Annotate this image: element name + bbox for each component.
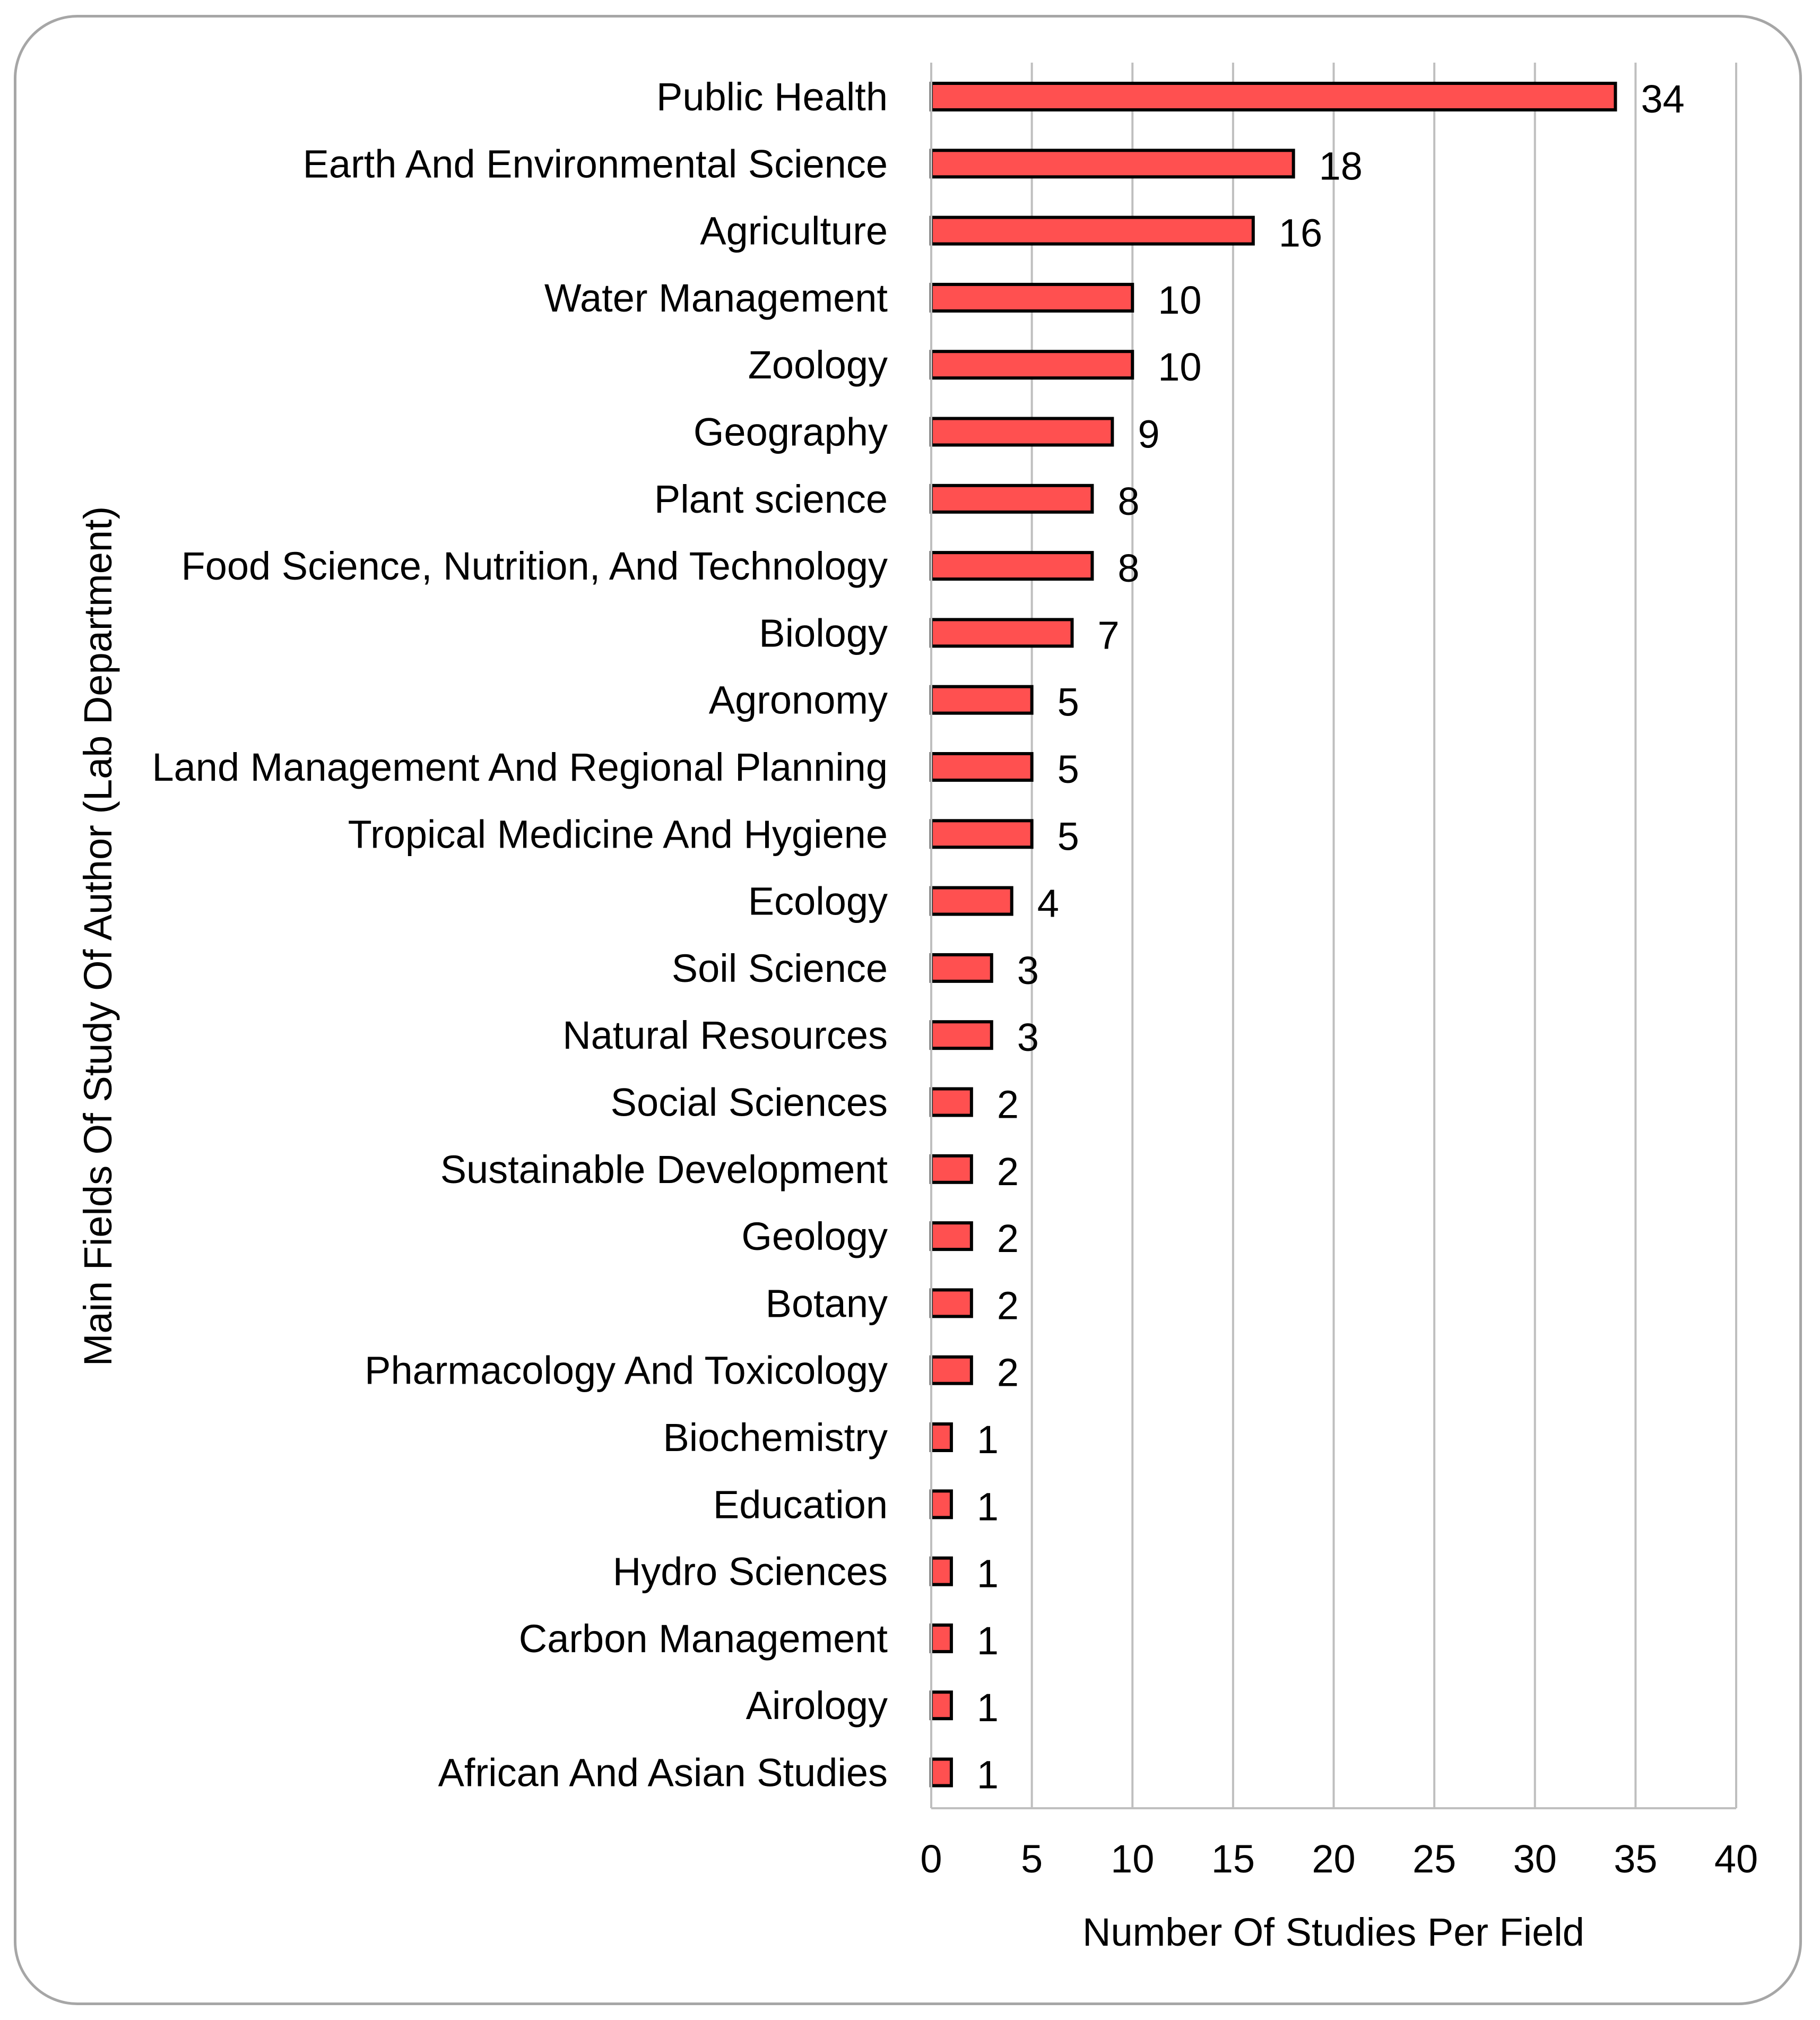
category-label: Land Management And Regional Planning — [152, 745, 888, 789]
bar — [930, 1623, 953, 1653]
category-label: Geology — [741, 1214, 888, 1258]
x-tick-label: 0 — [920, 1837, 942, 1881]
data-label: 1 — [977, 1753, 999, 1797]
category-label: Plant science — [654, 477, 888, 521]
bar — [930, 819, 1034, 849]
bar — [930, 953, 993, 983]
bar — [930, 551, 1094, 581]
data-label: 1 — [977, 1686, 999, 1730]
x-axis-title: Number Of Studies Per Field — [1082, 1910, 1584, 1954]
bar — [930, 1020, 993, 1050]
category-label: Geography — [694, 410, 888, 454]
category-label: Biology — [759, 611, 888, 655]
bar — [930, 1221, 973, 1251]
category-label: Food Science, Nutrition, And Technology — [181, 544, 888, 588]
bar — [930, 618, 1074, 648]
bar — [930, 215, 1255, 246]
bars — [930, 82, 1617, 1788]
data-label: 1 — [977, 1484, 999, 1529]
bar — [930, 82, 1617, 111]
data-label: 2 — [997, 1083, 1019, 1127]
bar — [930, 484, 1094, 514]
bar — [930, 350, 1134, 380]
data-label: 2 — [997, 1283, 1019, 1327]
bar — [930, 1087, 973, 1117]
data-label: 5 — [1058, 680, 1079, 724]
data-label: 10 — [1158, 278, 1201, 322]
data-label: 8 — [1117, 479, 1139, 523]
category-label: Soil Science — [672, 946, 888, 990]
data-label: 2 — [997, 1351, 1019, 1395]
gridlines — [1030, 63, 1737, 1808]
category-label: Education — [713, 1482, 888, 1526]
category-label: Water Management — [544, 276, 888, 320]
bar — [930, 1355, 973, 1385]
category-label: Public Health — [656, 75, 888, 119]
category-label: Ecology — [748, 879, 888, 923]
data-label: 18 — [1319, 144, 1363, 188]
category-label: Agriculture — [700, 209, 888, 253]
chart-frame — [14, 15, 1802, 2005]
x-tick-label: 15 — [1211, 1837, 1255, 1881]
bar — [930, 149, 1295, 179]
bar — [930, 1489, 953, 1520]
bar — [930, 1690, 953, 1721]
x-tick-label: 40 — [1714, 1837, 1758, 1881]
data-label: 3 — [1017, 1015, 1039, 1059]
x-tick-label: 10 — [1111, 1837, 1154, 1881]
bar — [930, 1288, 973, 1318]
data-label: 8 — [1117, 546, 1139, 590]
data-label: 9 — [1138, 412, 1159, 456]
category-label: Biochemistry — [663, 1415, 888, 1460]
x-tick-label: 35 — [1614, 1837, 1657, 1881]
x-tick-label: 30 — [1513, 1837, 1557, 1881]
data-label: 5 — [1058, 814, 1079, 858]
category-label: Airology — [746, 1684, 888, 1728]
category-label: Agronomy — [709, 678, 888, 722]
data-label: 3 — [1017, 948, 1039, 992]
bar — [930, 752, 1034, 782]
data-label: 1 — [977, 1418, 999, 1462]
bar — [930, 282, 1134, 313]
category-label: Sustainable Development — [440, 1147, 888, 1192]
data-label: 16 — [1279, 211, 1322, 255]
category-label: Natural Resources — [562, 1013, 888, 1057]
axes — [930, 63, 1736, 1809]
category-label: Botany — [766, 1281, 888, 1325]
data-label: 5 — [1058, 747, 1079, 791]
data-label: 2 — [997, 1216, 1019, 1261]
category-label: Tropical Medicine And Hygiene — [348, 812, 888, 856]
bar — [930, 1556, 953, 1586]
data-label: 1 — [977, 1552, 999, 1596]
data-label: 7 — [1097, 613, 1119, 657]
category-label: Zoology — [748, 343, 888, 387]
bar — [930, 417, 1114, 447]
category-label: Social Sciences — [611, 1081, 888, 1125]
x-tick-label: 5 — [1021, 1837, 1043, 1881]
bar — [930, 1154, 973, 1184]
data-label: 1 — [977, 1619, 999, 1663]
bar — [930, 1757, 953, 1788]
data-label: 34 — [1641, 77, 1684, 121]
category-label: Carbon Management — [519, 1617, 888, 1661]
category-label: Earth And Environmental Science — [303, 142, 888, 186]
category-label: African And Asian Studies — [438, 1751, 888, 1795]
x-tick-label: 20 — [1312, 1837, 1355, 1881]
y-axis-title: Main Fields Of Study Of Author (Lab Depa… — [76, 506, 120, 1366]
data-label: 10 — [1158, 345, 1201, 389]
bar — [930, 1422, 953, 1452]
category-label: Hydro Sciences — [613, 1550, 888, 1594]
x-tick-label: 25 — [1412, 1837, 1456, 1881]
category-label: Pharmacology And Toxicology — [365, 1349, 888, 1393]
bar — [930, 685, 1034, 715]
bar — [930, 886, 1013, 916]
data-label: 2 — [997, 1150, 1019, 1194]
data-label: 4 — [1037, 882, 1059, 926]
